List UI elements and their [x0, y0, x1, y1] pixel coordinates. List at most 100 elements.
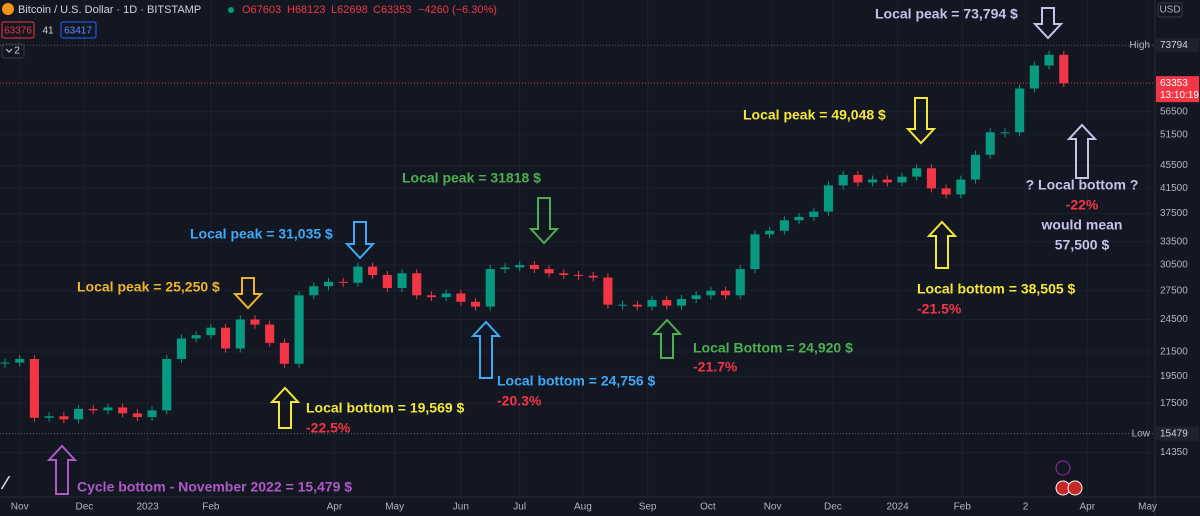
- y-tick-label: 33500: [1160, 236, 1188, 247]
- candle: [603, 277, 613, 305]
- candle: [412, 273, 422, 296]
- y-tick-label: 24500: [1160, 314, 1188, 325]
- arrow: [926, 220, 958, 269]
- candle: [88, 408, 98, 411]
- x-tick-label: Dec: [824, 502, 842, 513]
- x-tick-label: 2024: [886, 502, 909, 513]
- candle: [838, 174, 848, 186]
- ohlc-low: L62698: [331, 4, 368, 16]
- candle: [176, 338, 187, 359]
- candle: [29, 358, 39, 418]
- candle: [103, 407, 113, 411]
- buy-button[interactable]: [60, 21, 97, 39]
- candle: [382, 274, 392, 289]
- candle: [1029, 65, 1039, 89]
- candle: [147, 410, 157, 418]
- candle: [897, 176, 907, 183]
- candle: [59, 416, 69, 420]
- annotation: -21.7%: [693, 359, 738, 375]
- annotation: Local peak = 31818 $: [402, 170, 541, 186]
- arrow: [1066, 123, 1098, 179]
- candle: [500, 267, 510, 270]
- candle: [353, 266, 363, 283]
- candle: [515, 264, 525, 268]
- last-badge: [1156, 76, 1199, 103]
- event-icon: [1055, 460, 1071, 476]
- candle: [118, 407, 128, 414]
- annotation: 57,500 $: [1055, 237, 1110, 253]
- candle: [559, 273, 569, 275]
- indicators-toggle[interactable]: [1, 43, 25, 59]
- annotation: -20.3%: [497, 393, 542, 409]
- currency[interactable]: USD: [1159, 5, 1180, 16]
- candle: [338, 281, 348, 283]
- annotation: Local peak = 25,250 $: [77, 279, 220, 295]
- y-tick-label: 30500: [1160, 260, 1188, 271]
- candle: [1059, 54, 1069, 84]
- candle: [309, 286, 319, 296]
- candle: [588, 275, 598, 278]
- candle: [750, 234, 760, 270]
- y-tick-label: 27500: [1160, 285, 1188, 296]
- arrow: [528, 197, 560, 245]
- buy-price[interactable]: 63417: [64, 26, 92, 37]
- candle: [206, 327, 216, 336]
- annotation: Local bottom = 24,756 $: [497, 373, 656, 389]
- candle: [323, 281, 334, 287]
- y-tick-label: 17500: [1160, 398, 1188, 409]
- x-tick-label: Oct: [700, 502, 716, 513]
- candle: [221, 327, 231, 349]
- x-tick-label: Feb: [202, 502, 220, 513]
- high-badge: [1156, 38, 1199, 53]
- annotation: Local bottom = 38,505 $: [917, 281, 1076, 297]
- annotation: -22%: [1066, 197, 1099, 213]
- y-tick-label: 14350: [1160, 447, 1188, 458]
- candle: [823, 185, 834, 212]
- candle: [956, 179, 966, 195]
- annotation: Cycle bottom - November 2022 = 15,479 $: [77, 479, 352, 495]
- currency-box[interactable]: [1157, 2, 1183, 18]
- arrow: [232, 277, 264, 310]
- high-value: 73794: [1160, 40, 1188, 51]
- candle: [15, 358, 25, 363]
- x-tick-label: 2023: [137, 502, 160, 513]
- arrow: [470, 320, 502, 379]
- x-tick-label: May: [385, 502, 404, 513]
- sell-price[interactable]: 63376: [4, 26, 32, 37]
- low-badge: [1156, 426, 1199, 441]
- x-tick-label: 2: [1023, 502, 1029, 513]
- candle: [162, 358, 172, 411]
- candle: [809, 211, 819, 217]
- indicators-count[interactable]: 2: [14, 46, 20, 57]
- candle: [235, 319, 245, 349]
- y-tick-label: 51500: [1160, 129, 1188, 140]
- ohlc-change: −4260 (−6.30%): [418, 4, 497, 16]
- candle: [868, 179, 878, 183]
- candle: [1015, 88, 1025, 133]
- candle: [970, 154, 981, 180]
- candle: [265, 324, 275, 343]
- candle: [941, 188, 951, 195]
- annotation: Local peak = 73,794 $: [875, 6, 1018, 22]
- candle: [676, 299, 686, 306]
- sell-button[interactable]: [1, 21, 35, 39]
- annotation: Local peak = 31,035 $: [190, 226, 333, 242]
- candle: [882, 179, 892, 183]
- symbol-icon: [2, 3, 14, 15]
- annotation: Local bottom = 19,569 $: [306, 400, 465, 416]
- candle: [456, 293, 466, 302]
- candle: [618, 304, 628, 306]
- candle: [529, 264, 539, 270]
- candle: [368, 266, 378, 275]
- x-tick-label: Sep: [639, 502, 657, 513]
- x-tick-label: May: [1138, 502, 1157, 513]
- x-tick-label: Dec: [76, 502, 94, 513]
- candle: [573, 274, 584, 276]
- candle: [485, 269, 495, 307]
- overlay: Bitcoin / U.S. Dollar · 1D · BITSTAMP O6…: [0, 2, 1199, 496]
- candle: [779, 220, 789, 231]
- annotation: Local peak = 49,048 $: [743, 107, 886, 123]
- candle: [765, 230, 775, 235]
- x-tick-label: Jun: [453, 502, 469, 513]
